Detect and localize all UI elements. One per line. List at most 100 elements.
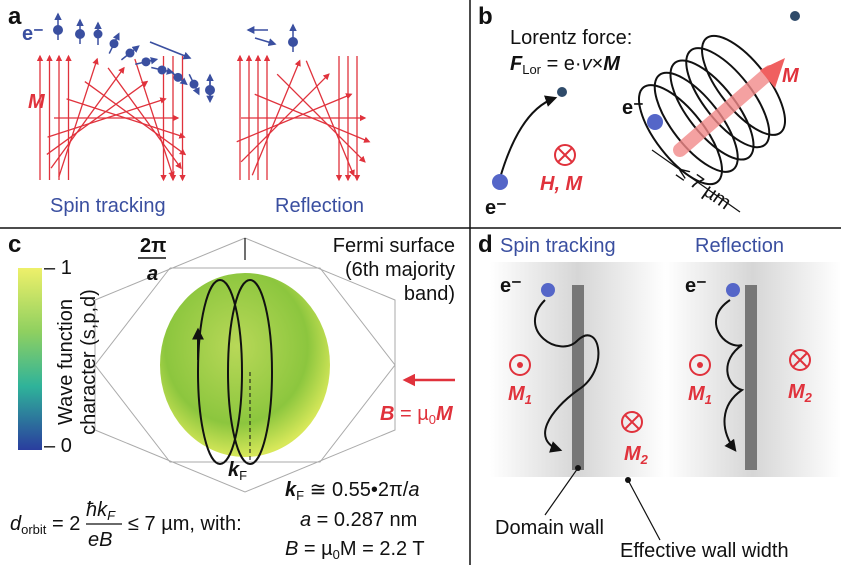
m-part: M — [508, 383, 526, 405]
caption: Reflection — [275, 195, 364, 217]
formula-part: Lor — [522, 62, 541, 77]
surface-title: Fermi surface — [333, 235, 455, 257]
panel-label: b — [478, 3, 493, 30]
surface-title: (6th majority — [345, 259, 455, 281]
wavevector-label: kF — [228, 459, 247, 483]
formula-part: × — [592, 53, 604, 75]
electron — [94, 30, 103, 39]
electron-label: e⁻ — [22, 23, 44, 45]
field-symbol — [558, 148, 572, 162]
fermi-surface — [160, 273, 330, 457]
electron — [53, 25, 63, 35]
formula-part: = e· — [541, 53, 582, 75]
caption: Spin tracking — [500, 235, 616, 257]
surface-title: band) — [404, 283, 455, 305]
panel-label: c — [8, 231, 21, 258]
m-part: 2 — [640, 452, 649, 467]
param-part: 0 — [333, 547, 340, 562]
magnetization-arrow — [680, 72, 770, 150]
star — [790, 11, 800, 21]
param-part: a — [300, 509, 311, 531]
title: Lorentz force: — [510, 27, 632, 49]
reciprocal-denominator: a — [147, 263, 158, 285]
param-part: a — [408, 479, 419, 501]
annotation: Domain wall — [495, 517, 604, 539]
star — [557, 87, 567, 97]
magnetization-symbol — [697, 362, 703, 368]
colorbar — [18, 268, 42, 450]
domain-wall — [572, 285, 584, 470]
electron — [190, 80, 199, 89]
colorbar-title: Wave function — [55, 299, 77, 425]
caption: Spin tracking — [50, 195, 166, 217]
annotation: Effective wall width — [620, 540, 789, 562]
electron — [110, 39, 119, 48]
formula-part: M — [603, 53, 621, 75]
trajectory — [500, 98, 555, 178]
m-part: M — [788, 381, 806, 403]
formula-part: F — [510, 53, 523, 75]
param: B = µ0M = 2.2 T — [285, 538, 425, 562]
leader-dot — [625, 477, 631, 483]
formula-part: ħk — [86, 499, 108, 521]
electron — [126, 49, 135, 58]
leader — [628, 480, 660, 540]
electron — [647, 114, 663, 130]
field-part: = µ — [394, 403, 429, 425]
colorbar-max: – 1 — [44, 257, 72, 279]
field-part: 0 — [429, 412, 436, 427]
panel-label: d — [478, 231, 493, 258]
figure: a e⁻ M Spin tracking Reflection b Lorent… — [0, 0, 841, 565]
orbit-formula-denominator: eB — [88, 529, 112, 551]
orbit — [656, 48, 768, 172]
formula-part: orbit — [21, 522, 47, 537]
helix — [625, 23, 800, 196]
magnetization-symbol — [517, 362, 523, 368]
wavevector-part: F — [239, 468, 247, 483]
orbit-formula-numerator: ħkF — [86, 499, 116, 523]
orbit-size: ≤ 7 µm — [672, 161, 735, 214]
domain-wall — [745, 285, 757, 470]
m-part: 2 — [804, 390, 813, 405]
panel-label: a — [8, 3, 22, 30]
direction — [255, 38, 275, 44]
param-part: M = 2.2 T — [340, 538, 425, 560]
reciprocal-numerator: 2π — [140, 235, 166, 257]
leader-dot — [575, 465, 581, 471]
param-part: B — [285, 538, 298, 560]
electron — [142, 57, 151, 66]
m-part: M — [688, 383, 706, 405]
magnetization-label: M — [782, 65, 800, 87]
electron — [75, 29, 85, 39]
colorbar-title: character (s,p,d) — [78, 289, 100, 435]
electron — [541, 283, 555, 297]
electron — [726, 283, 740, 297]
electron-label: e⁻ — [685, 275, 707, 297]
field-label: B = µ0M — [380, 403, 454, 427]
colorbar-tick: 1 — [61, 257, 72, 279]
colorbar-tick: 0 — [61, 435, 72, 457]
electron — [158, 65, 167, 74]
formula: FLor = e·v×M — [510, 53, 621, 77]
param-part: = 0.287 nm — [311, 509, 417, 531]
field-part: B — [380, 403, 394, 425]
formula-part: = 2 — [46, 513, 80, 535]
electron — [174, 73, 183, 82]
param-part: = µ — [298, 538, 333, 560]
param: a = 0.287 nm — [300, 509, 417, 531]
m-part: M — [624, 443, 642, 465]
orbit-formula: dorbit = 2 — [10, 513, 80, 537]
electron — [492, 174, 508, 190]
param-part: F — [296, 488, 304, 503]
caption: Reflection — [695, 235, 784, 257]
magnetization-label: M — [28, 91, 46, 113]
electron-label: e⁻ — [500, 275, 522, 297]
m-part: 1 — [525, 392, 532, 407]
param-part: ≅ 0.55•2π/ — [304, 479, 409, 501]
field-part: M — [436, 403, 454, 425]
formula-part: F — [107, 508, 116, 523]
param: kF ≅ 0.55•2π/a — [285, 479, 419, 503]
colorbar-min: – 0 — [44, 435, 72, 457]
field-label: H, M — [540, 173, 584, 195]
direction — [150, 42, 190, 58]
